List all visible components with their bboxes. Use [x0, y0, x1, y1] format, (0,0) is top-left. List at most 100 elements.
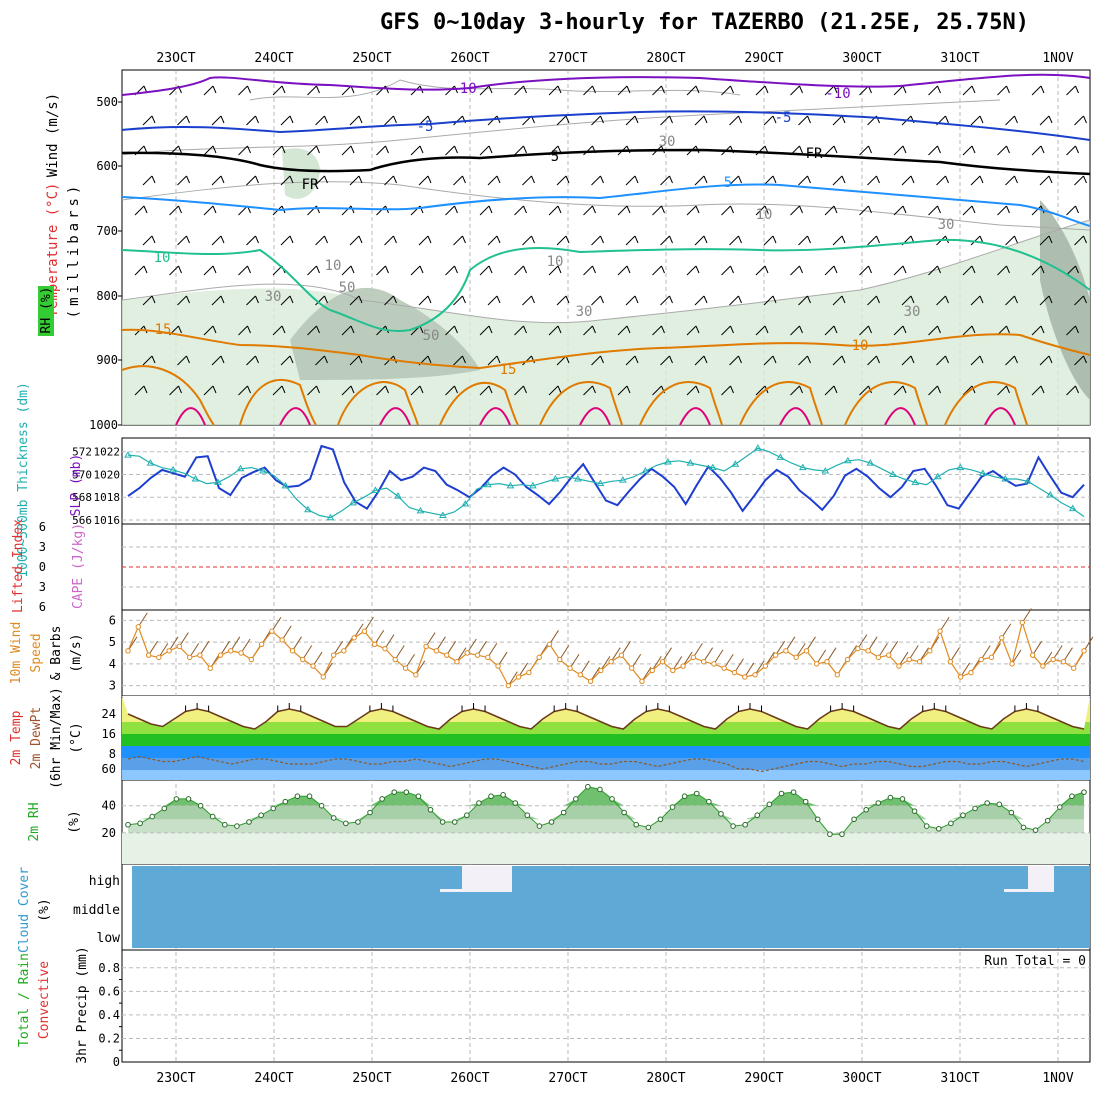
wind-speed-point [752, 672, 758, 678]
wind-barb-feather [385, 145, 389, 154]
wind-barb [280, 355, 291, 366]
wind-barb [763, 235, 774, 246]
wind-barb-10m [435, 636, 446, 652]
wind-speed-point [803, 648, 810, 654]
wind-barb-10m [292, 636, 302, 652]
rh-point [536, 823, 543, 829]
wind-barb-feather [427, 115, 432, 124]
wind-barb-feather [186, 235, 190, 244]
wind-barb [1066, 265, 1076, 276]
date-label-top: 28OCT [646, 51, 685, 66]
rh-point [548, 819, 555, 825]
wind-barb [349, 355, 360, 366]
contour-label: 10 [154, 250, 171, 266]
wind-barb [1005, 235, 1015, 246]
temp-label-group-2: 2m DewPt [29, 707, 44, 770]
wind-speed-point [947, 659, 954, 665]
wind-barb [272, 85, 283, 96]
wind-barb-10m [734, 658, 744, 673]
wind-barb-feather [971, 385, 976, 394]
rh-point [391, 789, 398, 795]
wind-label-group-4: (m/s) [69, 633, 84, 672]
wind-barb-feather [945, 355, 949, 364]
contour-label: 50 [339, 280, 356, 296]
wind-barb [652, 205, 662, 216]
wind-barb [824, 265, 835, 276]
wind-barb [1031, 205, 1042, 216]
wind-barb-feather [703, 355, 708, 364]
wind-barb-10m [220, 640, 230, 656]
wind-barb-10m [549, 630, 559, 645]
chart-title: GFS 0~10day 3-hourly for TAZERBO (21.25E… [380, 10, 1030, 35]
wind-barb-feather [247, 325, 251, 334]
slp-tick: 1018 [94, 491, 121, 504]
wind-speed-point [289, 648, 296, 654]
wind-barb [418, 235, 429, 246]
wind-barb-feather [703, 235, 708, 244]
wind-speed-point [515, 674, 522, 680]
wind-barb [824, 205, 835, 216]
contour-label: 10 [852, 338, 869, 354]
wind-speed-point [824, 659, 830, 665]
wind-barb [142, 235, 153, 246]
wind-barb [1031, 85, 1042, 96]
temp-axis-label-1: 2m Temp [9, 710, 24, 765]
wind-barb [755, 205, 766, 216]
wind-barb-feather [316, 85, 320, 94]
wind-barb-10m [230, 636, 241, 652]
wind-barb [936, 355, 946, 366]
wind-barb [280, 175, 291, 186]
isotherm-freezing [121, 148, 1091, 176]
rh-point [1032, 827, 1039, 833]
thickness-axis-label: 1000~500mb Thickness (dm) [16, 382, 31, 578]
rh-contour [121, 181, 1091, 231]
wind-barb-feather [833, 85, 838, 94]
rh-point [839, 831, 845, 838]
wind-barb [997, 205, 1007, 216]
wind-barb-10m [518, 662, 529, 678]
thickness-line [127, 447, 1085, 519]
wind-barb-feather [531, 295, 535, 304]
wind-barb-feather [971, 85, 976, 94]
wind-barb-feather [247, 85, 251, 94]
thickness-point [843, 456, 852, 464]
wind-barb-feather [350, 325, 355, 334]
wind-barb-feather [1040, 265, 1045, 274]
wind-barb-feather [324, 295, 328, 304]
upper-axis-label-group: Wind (m/s) Temperature (°C) [45, 93, 61, 318]
wind-barb-feather [178, 145, 182, 154]
wind-barb-feather [1014, 355, 1018, 364]
contour-label: 30 [938, 217, 955, 233]
wind-barb [901, 295, 912, 306]
wind-barb-feather [385, 85, 389, 94]
wind-barb-feather [1083, 355, 1087, 364]
wind-barb-feather [876, 175, 880, 184]
wind-barb-feather [289, 115, 294, 124]
rh-point [560, 809, 567, 816]
wind-barb [453, 175, 463, 186]
rh-fill-40 [128, 786, 1084, 806]
rh-point [984, 800, 990, 806]
wind-barb-feather [1006, 85, 1010, 94]
wind-barb-feather [385, 385, 389, 394]
wind-barb-feather [807, 295, 811, 304]
wind-barb [203, 85, 214, 96]
wind-barb [246, 115, 256, 126]
wind-barb-feather [902, 385, 907, 394]
cape-tick: 6 [39, 600, 46, 614]
wind-barb-feather [703, 115, 708, 124]
wind-barb-10m [487, 643, 498, 658]
wind-barb-feather [1083, 175, 1087, 184]
contour-label: 10 [547, 254, 564, 270]
rh-point [657, 816, 664, 823]
wind-barb-feather [255, 355, 259, 364]
wind-barb-10m [723, 653, 734, 669]
wind-barb-feather [868, 325, 872, 334]
wind-barb-10m [826, 647, 837, 662]
wind-barb [211, 295, 222, 306]
wind-barb-10m [1063, 647, 1073, 662]
panel-frame-slp [121, 437, 1091, 525]
wind-barb-feather [1040, 85, 1045, 94]
wind-barb-feather [143, 385, 148, 394]
wind-barb-10m [1042, 651, 1053, 667]
